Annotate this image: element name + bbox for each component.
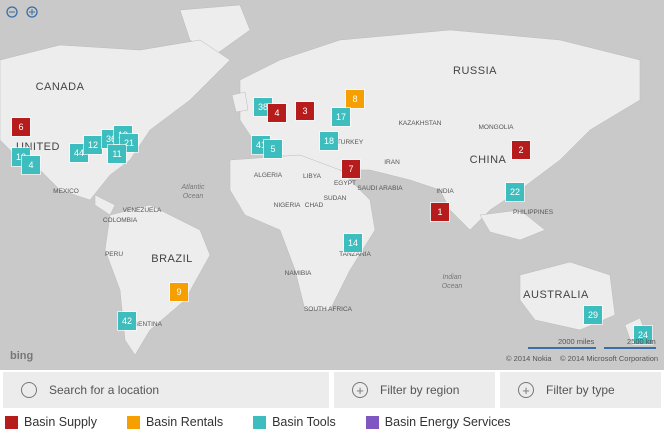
location-marker[interactable]: 4 [268, 104, 286, 122]
location-marker[interactable]: 1 [431, 203, 449, 221]
zoom-in[interactable] [26, 6, 38, 18]
map-label: LIBYA [303, 173, 322, 180]
map-label: MONGOLIA [478, 124, 514, 131]
location-marker[interactable]: 4 [22, 156, 40, 174]
location-marker[interactable]: 11 [108, 145, 126, 163]
map-label: SUDAN [324, 195, 347, 202]
map-label: Indian [442, 274, 461, 281]
copyright: © 2014 Nokia [506, 354, 552, 363]
map-label: KAZAKHSTAN [399, 120, 442, 127]
map-label: Ocean [183, 193, 204, 200]
location-marker[interactable]: 29 [584, 306, 602, 324]
map-label: VENEZUELA [123, 207, 162, 214]
map-label: COLOMBIA [103, 217, 138, 224]
scale-km: 2500 km [627, 337, 656, 346]
map-label: CANADA [36, 81, 85, 93]
location-marker[interactable]: 12 [84, 136, 102, 154]
map-label: TANZANIA [339, 251, 371, 258]
map-label: NIGERIA [274, 202, 301, 209]
copyright: © 2014 Microsoft Corporation [560, 354, 659, 363]
location-marker[interactable]: 3 [296, 102, 314, 120]
legend-item: Basin Tools [253, 415, 336, 429]
filter-label: Filter by region [380, 383, 460, 397]
map-label: AUSTRALIA [523, 289, 589, 301]
location-marker[interactable]: 18 [320, 132, 338, 150]
legend-item: Basin Energy Services [365, 415, 511, 429]
zoom-out[interactable] [6, 6, 18, 18]
legend-swatch [365, 415, 379, 429]
map-label: BRAZIL [151, 253, 193, 265]
map-label: CHAD [305, 202, 324, 209]
location-marker[interactable]: 9 [170, 283, 188, 301]
map-label: IRAN [384, 159, 400, 166]
search-placeholder: Search for a location [49, 383, 160, 397]
map-label: Ocean [442, 283, 463, 290]
bing-logo: bing [10, 350, 34, 362]
scale-miles: 2000 miles [558, 337, 595, 346]
location-marker[interactable]: 24 [634, 326, 652, 344]
legend-label: Basin Rentals [145, 415, 224, 429]
search-icon [21, 382, 37, 398]
map-label: ARGENTINA [124, 321, 163, 328]
map-label: EGYPT [334, 180, 356, 187]
filter-type[interactable]: + Filter by type [500, 372, 661, 408]
legend-label: Basin Energy Services [384, 415, 511, 429]
map-label: RUSSIA [453, 65, 497, 77]
map-label: SOUTH AFRICA [304, 306, 353, 313]
map-label: INDIA [436, 188, 454, 195]
map-label: MEXICO [53, 188, 79, 195]
location-marker[interactable]: 17 [332, 108, 350, 126]
legend-swatch [126, 415, 140, 429]
legend-item: Basin Rentals [126, 415, 224, 429]
legend-label: Basin Supply [24, 415, 97, 429]
map-label: TURKEY [337, 139, 364, 146]
location-marker[interactable]: 6 [12, 118, 30, 136]
map-label: PHILIPPINES [513, 209, 554, 216]
legend-swatch [253, 415, 267, 429]
search-box[interactable]: Search for a location [3, 372, 329, 408]
legend-item: Basin Supply [5, 415, 97, 429]
legend: Basin Supply Basin Rentals Basin Tools Basi… [5, 415, 541, 429]
map: CANADAUNITEDMEXICOBRAZILRUSSIACHINAINDIA… [0, 0, 664, 370]
location-marker[interactable]: 8 [346, 90, 364, 108]
plus-icon: + [352, 382, 368, 398]
location-marker[interactable]: 7 [342, 160, 360, 178]
location-marker[interactable]: 38 [254, 98, 272, 116]
map-label: CHINA [470, 154, 507, 166]
filter-label: Filter by type [546, 383, 615, 397]
location-marker[interactable]: 5 [264, 140, 282, 158]
map-label: ALGERIA [254, 172, 283, 179]
map-label: Atlantic [181, 184, 205, 191]
map-label: NAMIBIA [285, 270, 312, 277]
location-marker[interactable]: 2 [512, 141, 530, 159]
location-marker[interactable]: 42 [118, 312, 136, 330]
legend-swatch [5, 415, 18, 429]
location-marker[interactable]: 44 [70, 144, 88, 162]
filter-region[interactable]: + Filter by region [334, 372, 495, 408]
plus-icon: + [518, 382, 534, 398]
map-label: PERU [105, 251, 123, 258]
location-marker[interactable]: 14 [344, 234, 362, 252]
legend-label: Basin Tools [272, 415, 336, 429]
map-label: SAUDI ARABIA [357, 185, 403, 192]
location-marker[interactable]: 22 [506, 183, 524, 201]
